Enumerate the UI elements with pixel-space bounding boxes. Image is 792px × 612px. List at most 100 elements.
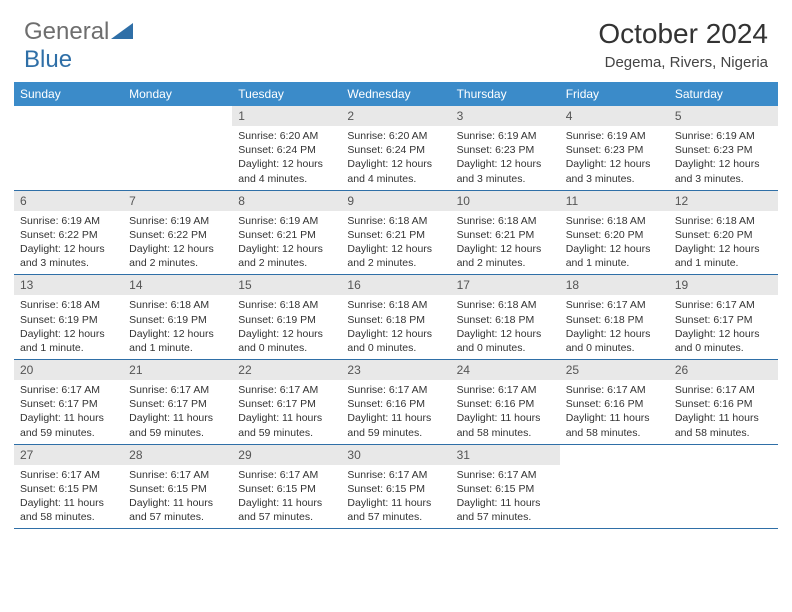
daylight-text: Daylight: 12 hours and 1 minute.: [20, 327, 117, 355]
day-number: 23: [341, 360, 450, 380]
header: GeneralBlue October 2024 Degema, Rivers,…: [0, 0, 792, 82]
day-info: Sunrise: 6:17 AMSunset: 6:15 PMDaylight:…: [14, 465, 123, 529]
calendar-cell: 20Sunrise: 6:17 AMSunset: 6:17 PMDayligh…: [14, 360, 123, 444]
sunset-text: Sunset: 6:21 PM: [238, 228, 335, 242]
calendar-cell: 7Sunrise: 6:19 AMSunset: 6:22 PMDaylight…: [123, 191, 232, 275]
day-info: Sunrise: 6:17 AMSunset: 6:17 PMDaylight:…: [669, 295, 778, 359]
sunset-text: Sunset: 6:15 PM: [457, 482, 554, 496]
sunset-text: Sunset: 6:15 PM: [20, 482, 117, 496]
daylight-text: Daylight: 11 hours and 57 minutes.: [238, 496, 335, 524]
daylight-text: Daylight: 12 hours and 1 minute.: [675, 242, 772, 270]
logo-text-blue: Blue: [24, 46, 72, 73]
sunset-text: Sunset: 6:23 PM: [566, 143, 663, 157]
dow-saturday: Saturday: [669, 82, 778, 106]
calendar-cell: [14, 106, 123, 190]
calendar-cell: 15Sunrise: 6:18 AMSunset: 6:19 PMDayligh…: [232, 275, 341, 359]
sunset-text: Sunset: 6:19 PM: [238, 313, 335, 327]
sunset-text: Sunset: 6:17 PM: [20, 397, 117, 411]
day-number: 16: [341, 275, 450, 295]
sunrise-text: Sunrise: 6:19 AM: [129, 214, 226, 228]
day-number: 22: [232, 360, 341, 380]
calendar-cell: 5Sunrise: 6:19 AMSunset: 6:23 PMDaylight…: [669, 106, 778, 190]
daylight-text: Daylight: 12 hours and 0 minutes.: [675, 327, 772, 355]
sunset-text: Sunset: 6:18 PM: [347, 313, 444, 327]
day-number: 7: [123, 191, 232, 211]
day-info: Sunrise: 6:17 AMSunset: 6:17 PMDaylight:…: [232, 380, 341, 444]
sunset-text: Sunset: 6:15 PM: [129, 482, 226, 496]
week-row: 20Sunrise: 6:17 AMSunset: 6:17 PMDayligh…: [14, 360, 778, 445]
calendar-cell: 17Sunrise: 6:18 AMSunset: 6:18 PMDayligh…: [451, 275, 560, 359]
daylight-text: Daylight: 12 hours and 3 minutes.: [457, 157, 554, 185]
logo-text: GeneralBlue: [24, 18, 133, 74]
sunrise-text: Sunrise: 6:19 AM: [20, 214, 117, 228]
sunrise-text: Sunrise: 6:19 AM: [675, 129, 772, 143]
daylight-text: Daylight: 11 hours and 59 minutes.: [238, 411, 335, 439]
sunset-text: Sunset: 6:20 PM: [675, 228, 772, 242]
month-title: October 2024: [598, 18, 768, 50]
day-number: 25: [560, 360, 669, 380]
day-number: 15: [232, 275, 341, 295]
day-number: 18: [560, 275, 669, 295]
daylight-text: Daylight: 12 hours and 2 minutes.: [347, 242, 444, 270]
day-number: 8: [232, 191, 341, 211]
day-info: Sunrise: 6:18 AMSunset: 6:21 PMDaylight:…: [451, 211, 560, 275]
calendar-cell: 2Sunrise: 6:20 AMSunset: 6:24 PMDaylight…: [341, 106, 450, 190]
sunset-text: Sunset: 6:21 PM: [347, 228, 444, 242]
calendar-cell: 3Sunrise: 6:19 AMSunset: 6:23 PMDaylight…: [451, 106, 560, 190]
sunrise-text: Sunrise: 6:17 AM: [457, 468, 554, 482]
sunset-text: Sunset: 6:17 PM: [129, 397, 226, 411]
sunrise-text: Sunrise: 6:18 AM: [347, 214, 444, 228]
sunrise-text: Sunrise: 6:20 AM: [238, 129, 335, 143]
calendar-cell: 24Sunrise: 6:17 AMSunset: 6:16 PMDayligh…: [451, 360, 560, 444]
day-number: 4: [560, 106, 669, 126]
sunset-text: Sunset: 6:15 PM: [238, 482, 335, 496]
calendar-cell: 21Sunrise: 6:17 AMSunset: 6:17 PMDayligh…: [123, 360, 232, 444]
day-info: Sunrise: 6:17 AMSunset: 6:15 PMDaylight:…: [341, 465, 450, 529]
daylight-text: Daylight: 12 hours and 2 minutes.: [238, 242, 335, 270]
calendar-cell: 1Sunrise: 6:20 AMSunset: 6:24 PMDaylight…: [232, 106, 341, 190]
sunset-text: Sunset: 6:23 PM: [675, 143, 772, 157]
sunrise-text: Sunrise: 6:19 AM: [238, 214, 335, 228]
sunset-text: Sunset: 6:18 PM: [457, 313, 554, 327]
sunrise-text: Sunrise: 6:17 AM: [457, 383, 554, 397]
calendar-cell: 31Sunrise: 6:17 AMSunset: 6:15 PMDayligh…: [451, 445, 560, 529]
calendar-cell: 26Sunrise: 6:17 AMSunset: 6:16 PMDayligh…: [669, 360, 778, 444]
day-number: 17: [451, 275, 560, 295]
day-info: Sunrise: 6:19 AMSunset: 6:23 PMDaylight:…: [451, 126, 560, 190]
daylight-text: Daylight: 11 hours and 59 minutes.: [20, 411, 117, 439]
daylight-text: Daylight: 12 hours and 3 minutes.: [20, 242, 117, 270]
sunset-text: Sunset: 6:18 PM: [566, 313, 663, 327]
sunrise-text: Sunrise: 6:18 AM: [457, 214, 554, 228]
day-info: Sunrise: 6:17 AMSunset: 6:18 PMDaylight:…: [560, 295, 669, 359]
daylight-text: Daylight: 12 hours and 4 minutes.: [347, 157, 444, 185]
daylight-text: Daylight: 11 hours and 57 minutes.: [457, 496, 554, 524]
sunrise-text: Sunrise: 6:20 AM: [347, 129, 444, 143]
daylight-text: Daylight: 11 hours and 59 minutes.: [129, 411, 226, 439]
day-info: Sunrise: 6:17 AMSunset: 6:15 PMDaylight:…: [451, 465, 560, 529]
daylight-text: Daylight: 11 hours and 58 minutes.: [457, 411, 554, 439]
sunrise-text: Sunrise: 6:18 AM: [675, 214, 772, 228]
day-info: Sunrise: 6:19 AMSunset: 6:21 PMDaylight:…: [232, 211, 341, 275]
day-info: Sunrise: 6:18 AMSunset: 6:19 PMDaylight:…: [123, 295, 232, 359]
sunset-text: Sunset: 6:22 PM: [129, 228, 226, 242]
sunrise-text: Sunrise: 6:17 AM: [566, 383, 663, 397]
day-number: 24: [451, 360, 560, 380]
daylight-text: Daylight: 12 hours and 0 minutes.: [566, 327, 663, 355]
sunset-text: Sunset: 6:24 PM: [347, 143, 444, 157]
day-info: Sunrise: 6:17 AMSunset: 6:15 PMDaylight:…: [123, 465, 232, 529]
sunrise-text: Sunrise: 6:18 AM: [20, 298, 117, 312]
daylight-text: Daylight: 12 hours and 1 minute.: [566, 242, 663, 270]
day-info: Sunrise: 6:17 AMSunset: 6:16 PMDaylight:…: [451, 380, 560, 444]
daylight-text: Daylight: 12 hours and 3 minutes.: [675, 157, 772, 185]
logo-triangle-icon: [111, 23, 133, 39]
sunset-text: Sunset: 6:21 PM: [457, 228, 554, 242]
calendar-cell: 23Sunrise: 6:17 AMSunset: 6:16 PMDayligh…: [341, 360, 450, 444]
day-info: Sunrise: 6:19 AMSunset: 6:22 PMDaylight:…: [14, 211, 123, 275]
sunrise-text: Sunrise: 6:18 AM: [238, 298, 335, 312]
day-info: Sunrise: 6:17 AMSunset: 6:16 PMDaylight:…: [560, 380, 669, 444]
calendar-cell: 25Sunrise: 6:17 AMSunset: 6:16 PMDayligh…: [560, 360, 669, 444]
day-info: Sunrise: 6:19 AMSunset: 6:23 PMDaylight:…: [669, 126, 778, 190]
sunrise-text: Sunrise: 6:17 AM: [20, 383, 117, 397]
sunset-text: Sunset: 6:17 PM: [675, 313, 772, 327]
daylight-text: Daylight: 11 hours and 58 minutes.: [20, 496, 117, 524]
